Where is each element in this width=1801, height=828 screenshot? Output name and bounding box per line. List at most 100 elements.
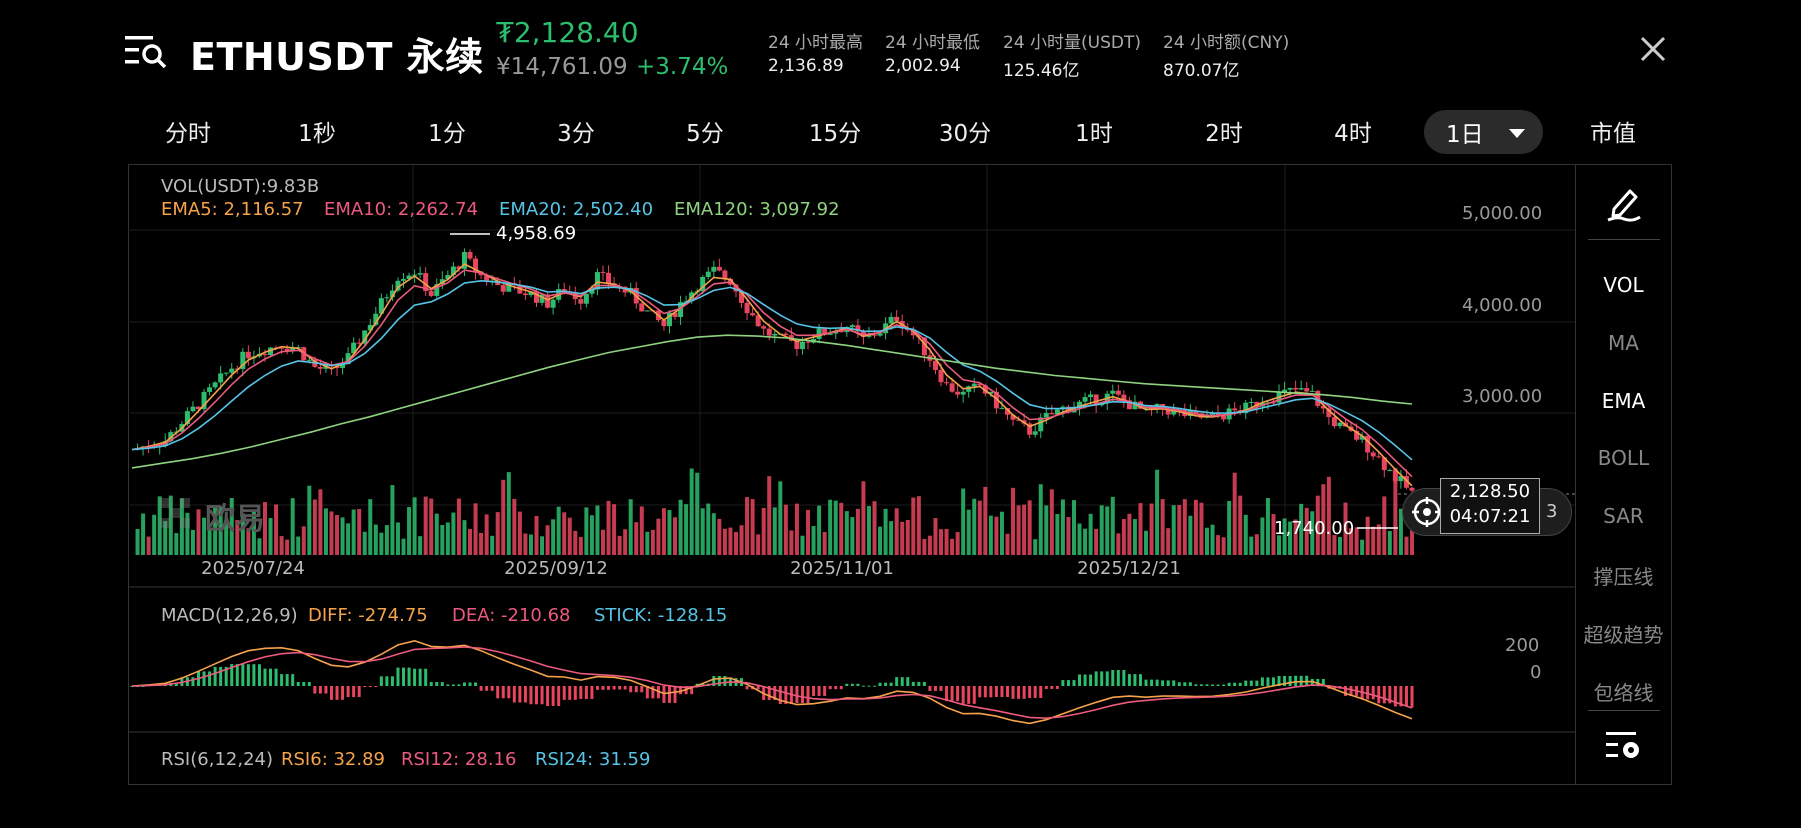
candle-body [1331,417,1337,427]
candle-body [461,252,467,269]
tab-15m[interactable]: 15分 [808,121,862,147]
macd-bar [579,686,583,699]
volume-bar [584,507,589,555]
candle-body [317,366,323,369]
volume-bar [1387,530,1392,555]
menu-icon[interactable] [125,33,167,69]
volume-bar [1138,503,1143,555]
macd-bar [1116,670,1120,686]
candle-body [960,391,966,395]
macd-bar [1094,671,1098,686]
volume-bar [739,525,744,555]
tab-4h[interactable]: 4时 [1334,121,1372,147]
candle-body [877,333,883,336]
locate-icon[interactable] [1412,497,1442,527]
tab-market-cap[interactable]: 市值 [1590,121,1636,147]
volume-bar [872,501,877,555]
stat-24h-amount: 24 小时额(CNY) 870.07亿 [1163,28,1289,81]
volume-bar [911,497,916,555]
volume-bar [1166,528,1171,555]
tab-5m[interactable]: 5分 [686,121,724,147]
sidebar-item-sar[interactable]: SAR [1603,504,1644,528]
macd-bar [1199,684,1203,686]
tab-3m[interactable]: 3分 [557,121,595,147]
volume-bar [717,518,722,555]
indicator-settings-icon[interactable] [1606,730,1642,762]
sidebar-item-boll[interactable]: BOLL [1597,446,1650,470]
volume-bar [689,468,694,555]
volume-bar [1299,503,1304,555]
candle-body [373,313,379,325]
tab-30m[interactable]: 30分 [938,121,992,147]
x-axis-label: 2025/09/12 [504,558,608,579]
macd-bar [1044,686,1048,689]
ema20-legend: EMA20: 2,502.40 [499,199,654,220]
tab-2h[interactable]: 2时 [1205,121,1243,147]
volume-bar [1049,489,1054,555]
volume-bar [285,539,290,555]
macd-bar [1005,686,1009,697]
sidebar-item-supertrend[interactable]: 超级趋势 [1583,623,1664,647]
volume-bar [1238,495,1243,555]
volume-bar [368,499,373,555]
tab-fenshi[interactable]: 分时 [165,121,211,147]
candle-body [1381,457,1387,471]
candle-body [849,325,855,328]
volume-bar [1249,536,1254,555]
macd-bar [1144,679,1148,686]
volume-bar [1260,517,1265,555]
candle-body [1304,388,1310,392]
macd-bar [551,686,555,707]
symbol-title[interactable]: ETHUSDT 永续 [190,35,484,79]
macd-bar [507,686,511,699]
macd-bar [967,686,971,704]
macd-bar [174,682,178,686]
candle-body [722,270,728,279]
macd-bar [418,668,422,686]
macd-bar [1105,671,1109,686]
tab-1s[interactable]: 1秒 [298,121,336,147]
ema5-line [131,263,1413,487]
volume-bar [950,538,955,555]
macd-bar [1393,686,1397,707]
sidebar-item-ema[interactable]: EMA [1601,389,1646,413]
candle-body [279,347,285,349]
macd-bar [440,682,444,686]
sidebar-item-vol[interactable]: VOL [1603,273,1644,297]
candle-body [201,391,207,410]
volume-bar [789,530,794,555]
volume-bar [722,528,727,555]
volume-bar [645,531,650,555]
volume-bar [196,509,201,555]
macd-bar [1288,676,1292,686]
tab-1h[interactable]: 1时 [1075,121,1113,147]
macd-bar [1399,686,1403,707]
sidebar-item-envelope[interactable]: 包络线 [1593,681,1654,705]
tab-1d-dropdown[interactable]: 1日 [1424,110,1543,154]
volume-bar [390,485,395,555]
macd-bar [540,686,544,705]
candle-body [855,325,861,332]
volume-bar [1132,519,1137,555]
stat-label: 24 小时最高 [768,33,864,53]
draw-pen-icon[interactable] [1604,183,1644,223]
macd-bar [352,686,356,698]
close-icon[interactable] [1638,34,1668,64]
macd-bar [834,686,838,690]
candle-body [240,351,246,369]
candle-body [661,320,667,327]
macd-bar [130,686,134,687]
sidebar-item-ma[interactable]: MA [1608,331,1639,355]
macd-bar [191,677,195,686]
macd-bar [1039,686,1043,698]
candle-body [1176,408,1182,411]
volume-bar [1232,472,1237,555]
macd-bar [861,685,865,687]
candle-body [578,299,584,304]
tab-1m[interactable]: 1分 [428,121,466,147]
watermark-text: 欧易 [205,502,265,537]
x-axis-label: 2025/12/21 [1077,558,1181,579]
sidebar-item-support-resistance[interactable]: 撑压线 [1593,565,1654,589]
macd-bar [1388,686,1392,704]
